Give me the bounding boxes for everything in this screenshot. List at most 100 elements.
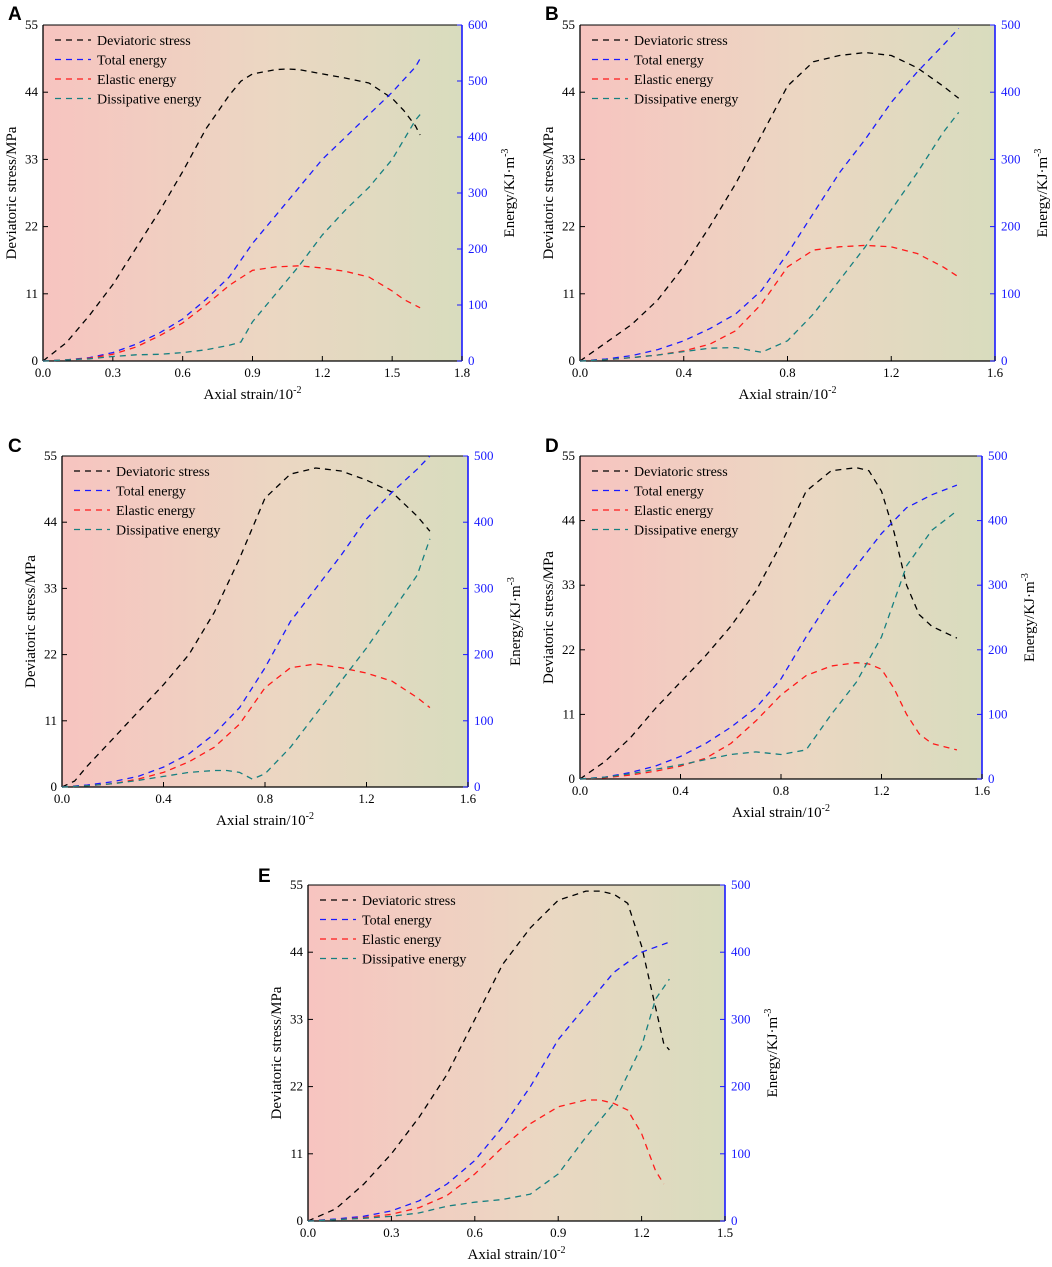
plot-background xyxy=(62,456,468,787)
legend-label: Deviatoric stress xyxy=(97,34,191,49)
y2-tick-label: 300 xyxy=(474,580,494,595)
legend-label: Elastic energy xyxy=(97,73,176,88)
series-line-deviatoric-stress xyxy=(579,467,958,780)
y2-axis-title: Energy/KJ·m-3 xyxy=(763,1009,781,1098)
x-tick-label: 0.8 xyxy=(257,791,273,806)
y-tick-label: 55 xyxy=(562,448,575,463)
legend-label: Deviatoric stress xyxy=(634,465,728,480)
legend-label: Total energy xyxy=(97,54,167,69)
legend-label: Deviatoric stress xyxy=(362,894,456,909)
series-line-deviatoric-stress xyxy=(42,68,421,362)
x-axis-title: Axial strain/10-2 xyxy=(204,385,302,403)
y-tick-label: 22 xyxy=(562,642,575,657)
x-tick-label: 1.2 xyxy=(873,783,889,798)
y-tick-label: 33 xyxy=(562,577,575,592)
y-tick-label: 0 xyxy=(569,353,576,368)
plot-background xyxy=(580,456,982,779)
x-tick-label: 0.0 xyxy=(35,365,51,380)
x-axis-title: Axial strain/10-2 xyxy=(739,385,837,403)
y2-tick-label: 500 xyxy=(1001,17,1021,32)
panel-label: B xyxy=(545,4,559,25)
y2-tick-label: 300 xyxy=(988,577,1008,592)
y-axis-title: Deviatoric stress/MPa xyxy=(269,986,285,1119)
y-tick-label: 11 xyxy=(44,713,57,728)
x-axis-title: Axial strain/10-2 xyxy=(732,803,830,821)
x-tick-label: 0.0 xyxy=(572,365,588,380)
y2-tick-label: 600 xyxy=(468,17,488,32)
panel-label: C xyxy=(8,436,22,457)
y2-axis-title: Energy/KJ·m-3 xyxy=(1020,573,1038,662)
y-tick-label: 0 xyxy=(569,771,576,786)
legend-label: Total energy xyxy=(116,485,186,500)
plot-background xyxy=(308,885,725,1221)
plot-background xyxy=(43,25,462,361)
x-tick-label: 1.2 xyxy=(633,1225,649,1240)
y2-tick-label: 300 xyxy=(1001,151,1021,166)
y2-tick-label: 100 xyxy=(988,706,1008,721)
y-tick-label: 11 xyxy=(25,286,38,301)
y2-tick-label: 200 xyxy=(468,241,488,256)
x-tick-label: 0.4 xyxy=(155,791,172,806)
series-line-dissipative-energy xyxy=(42,114,421,362)
y2-tick-label: 500 xyxy=(474,448,494,463)
y-tick-label: 33 xyxy=(562,151,575,166)
y2-tick-label: 200 xyxy=(1001,219,1021,234)
y2-tick-label: 200 xyxy=(731,1079,751,1094)
x-tick-label: 1.2 xyxy=(883,365,899,380)
series-line-dissipative-energy xyxy=(579,112,960,362)
series-line-elastic-energy xyxy=(579,662,958,780)
panel-label: A xyxy=(8,4,22,25)
y-axis-title: Deviatoric stress/MPa xyxy=(541,551,557,684)
series-line-dissipative-energy xyxy=(61,538,431,788)
y2-tick-label: 100 xyxy=(1001,286,1021,301)
x-tick-label: 1.8 xyxy=(454,365,470,380)
y2-tick-label: 0 xyxy=(988,771,995,786)
x-tick-label: 0.9 xyxy=(244,365,260,380)
chart-panel-e: E0.0 0.3 0.6 0.9 1.2 1.5011223344550100200300… xyxy=(258,866,781,1263)
legend-label: Total energy xyxy=(362,914,432,929)
y2-tick-label: 400 xyxy=(731,944,751,959)
y2-tick-label: 300 xyxy=(731,1011,751,1026)
y-tick-label: 0 xyxy=(297,1213,304,1228)
y-tick-label: 33 xyxy=(290,1011,303,1026)
y-tick-label: 44 xyxy=(44,514,58,529)
y-tick-label: 22 xyxy=(25,219,38,234)
x-axis-title: Axial strain/10-2 xyxy=(216,811,314,829)
x-tick-label: 0.6 xyxy=(467,1225,484,1240)
chart-panel-b: B0.0 0.4 0.8 1.2 1.6011223344550100200300400… xyxy=(541,4,1051,403)
series-line-deviatoric-stress xyxy=(61,467,431,788)
y2-tick-label: 500 xyxy=(731,877,751,892)
legend-label: Deviatoric stress xyxy=(116,465,210,480)
y-tick-label: 55 xyxy=(290,877,303,892)
legend-label: Dissipative energy xyxy=(116,524,220,539)
legend-label: Elastic energy xyxy=(634,73,713,88)
series-line-total-energy xyxy=(61,455,431,788)
legend-label: Elastic energy xyxy=(116,504,195,519)
series-line-dissipative-energy xyxy=(579,510,958,780)
y-tick-label: 55 xyxy=(562,17,575,32)
x-tick-label: 0.8 xyxy=(779,365,795,380)
legend-label: Elastic energy xyxy=(362,933,441,948)
y-tick-label: 44 xyxy=(25,84,39,99)
y2-tick-label: 0 xyxy=(474,779,481,794)
y2-axis-title: Energy/KJ·m-3 xyxy=(1033,149,1051,238)
y2-tick-label: 0 xyxy=(468,353,475,368)
x-tick-label: 0.8 xyxy=(773,783,789,798)
series-line-total-energy xyxy=(579,27,960,362)
panel-label: E xyxy=(258,866,271,887)
x-tick-label: 1.6 xyxy=(460,791,477,806)
y-tick-label: 55 xyxy=(25,17,38,32)
x-tick-label: 0.4 xyxy=(676,365,693,380)
y2-axis-title: Energy/KJ·m-3 xyxy=(506,577,524,666)
chart-panel-d: D0.0 0.4 0.8 1.2 1.6011223344550100200300400… xyxy=(541,436,1038,821)
x-tick-label: 1.2 xyxy=(358,791,374,806)
series-line-total-energy xyxy=(42,58,421,362)
panel-label: D xyxy=(545,436,559,457)
plot-background xyxy=(580,25,995,361)
y-tick-label: 33 xyxy=(25,151,38,166)
y2-tick-label: 500 xyxy=(468,73,488,88)
legend-label: Dissipative energy xyxy=(362,953,466,968)
y2-tick-label: 0 xyxy=(731,1213,738,1228)
y2-axis-title: Energy/KJ·m-3 xyxy=(500,149,518,238)
